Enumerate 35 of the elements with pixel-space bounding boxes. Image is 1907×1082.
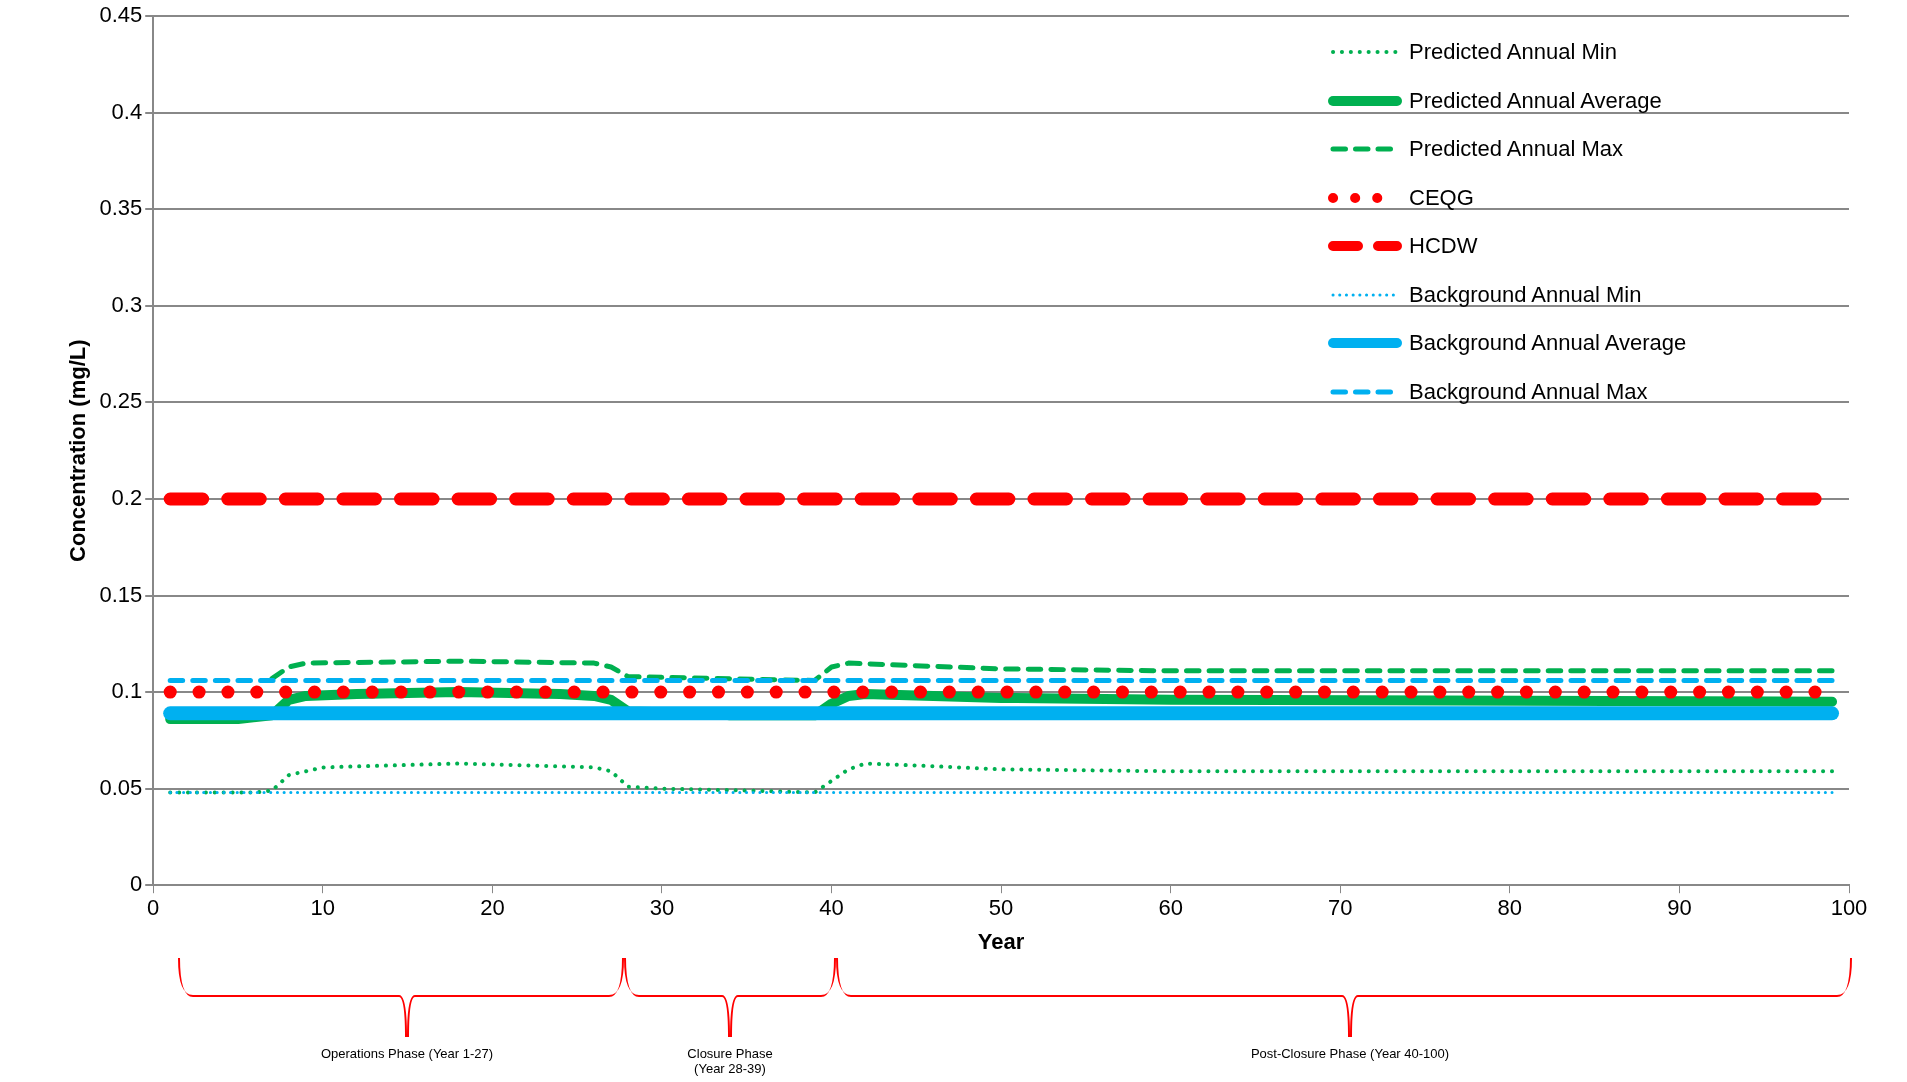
legend-label: Background Annual Average xyxy=(1409,330,1687,357)
x-tick-label: 60 xyxy=(1158,895,1183,921)
y-tick-label: 0.05 xyxy=(99,774,143,800)
x-tick-label: 100 xyxy=(1830,895,1868,921)
x-tick-label: 10 xyxy=(310,895,336,921)
text: Post-Closure Phase (Year 40-100) xyxy=(1250,1046,1450,1061)
legend-label: Predicted Annual Max xyxy=(1409,136,1624,163)
y-tick-label: 0.35 xyxy=(99,195,143,221)
x-tick-label: 30 xyxy=(649,895,675,921)
line-series xyxy=(168,761,1835,795)
y-tick-label: 0 xyxy=(129,871,143,897)
x-tick-label: 90 xyxy=(1667,895,1692,921)
x-tick-label: 70 xyxy=(1328,895,1353,921)
text: Closure Phase (Year 28-39) xyxy=(687,1046,773,1076)
y-tick-label: 0.3 xyxy=(111,291,143,317)
legend-label: Predicted Annual Min xyxy=(1409,39,1617,66)
x-tick-label: 0 xyxy=(147,895,160,921)
x-axis-title: Year xyxy=(977,928,1025,954)
y-tick-label: 0.2 xyxy=(111,485,143,511)
y-tick-label: 0.4 xyxy=(111,98,143,124)
legend-label: Background Annual Max xyxy=(1409,378,1648,405)
legend-label: HCDW xyxy=(1409,233,1478,260)
x-tick-label: 40 xyxy=(819,895,844,921)
legend-label: Background Annual Min xyxy=(1409,281,1642,308)
text: Operations Phase (Year 1-27) xyxy=(320,1046,494,1061)
y-tick-label: 0.1 xyxy=(111,678,143,704)
x-tick-label: 20 xyxy=(480,895,505,921)
legend-label: CEQG xyxy=(1409,184,1474,211)
y-tick-label: 0.15 xyxy=(99,581,143,607)
x-tick-label: 80 xyxy=(1497,895,1523,921)
y-tick-label: 0.45 xyxy=(99,2,143,28)
x-tick-label: 50 xyxy=(988,895,1014,921)
y-tick-label: 0.25 xyxy=(99,388,143,414)
legend-label: Predicted Annual Average xyxy=(1409,87,1662,114)
y-axis-title: Concentration (mg/L) xyxy=(65,339,91,562)
